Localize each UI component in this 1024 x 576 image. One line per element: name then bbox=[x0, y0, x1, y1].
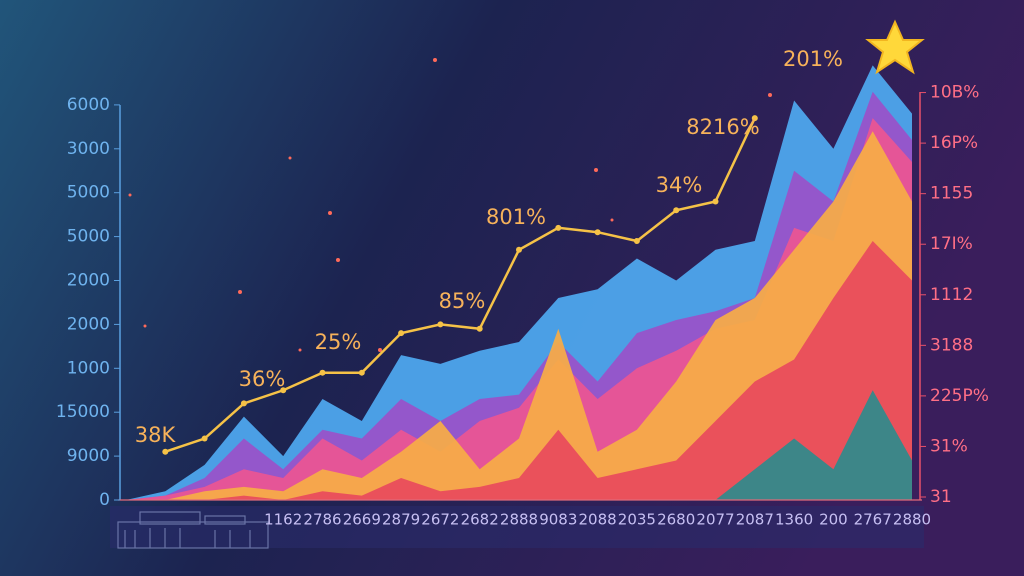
y-tick-label: 15000 bbox=[56, 402, 110, 422]
y2-tick-label: 31 bbox=[930, 487, 952, 507]
y2-tick-label: 17I% bbox=[930, 234, 973, 254]
trend-point bbox=[555, 224, 562, 231]
trend-point bbox=[516, 246, 522, 253]
x-tick-label: 2672 bbox=[421, 511, 459, 529]
area bbox=[126, 131, 912, 501]
trend-point bbox=[712, 198, 719, 205]
trend-point bbox=[398, 330, 405, 337]
y-tick-label: 5000 bbox=[67, 183, 110, 203]
y2-tick-label: 3188 bbox=[930, 335, 973, 355]
building-icon bbox=[117, 511, 269, 549]
areas bbox=[126, 65, 912, 501]
trend-point bbox=[751, 115, 758, 122]
y2-tick-label: 1155 bbox=[930, 184, 973, 204]
annotation: 36% bbox=[239, 367, 286, 391]
x-tick-label: 2077 bbox=[696, 511, 734, 529]
y-tick-label: 2000 bbox=[67, 314, 110, 334]
trend-point bbox=[437, 321, 444, 328]
y-tick-label: 5000 bbox=[67, 227, 110, 247]
trend-point bbox=[633, 237, 640, 244]
trend-point bbox=[280, 387, 287, 394]
x-tick-label: 200 bbox=[819, 511, 848, 529]
x-tick-label: 2682 bbox=[461, 511, 499, 529]
x-tick-label: 2088 bbox=[579, 511, 617, 529]
annotation: 8216% bbox=[686, 115, 759, 139]
y-tick-label: 3000 bbox=[67, 139, 110, 159]
x-tick-label: 1360 bbox=[775, 511, 813, 529]
annotation: 801% bbox=[486, 205, 546, 229]
trend-point bbox=[201, 435, 208, 442]
y2-tick-label: 31% bbox=[930, 436, 968, 456]
trend-point bbox=[319, 369, 326, 376]
y-tick-label: 6000 bbox=[67, 95, 110, 115]
x-tick-label: 2786 bbox=[303, 511, 341, 529]
trend-point bbox=[476, 325, 483, 332]
trend-point bbox=[358, 369, 365, 376]
y2-tick-label: 1112 bbox=[930, 285, 973, 305]
y2-tick-label: 10B% bbox=[930, 83, 979, 103]
x-tick-label: 2767 bbox=[854, 511, 892, 529]
y-tick-label: 2000 bbox=[67, 271, 110, 291]
x-tick-label: 2669 bbox=[343, 511, 381, 529]
x-tick-label: 9083 bbox=[539, 511, 577, 529]
x-tick-label: 2035 bbox=[618, 511, 656, 529]
area bbox=[126, 390, 912, 500]
x-tick-label: 2888 bbox=[500, 511, 538, 529]
x-tick-label: 1162 bbox=[264, 511, 302, 529]
annotation: 38K bbox=[135, 423, 177, 447]
annotation: 85% bbox=[439, 289, 486, 313]
x-tick-label: 2880 bbox=[893, 511, 931, 529]
x-tick-label: 2087 bbox=[736, 511, 774, 529]
trend-line bbox=[164, 117, 756, 453]
y-tick-label: 0 bbox=[99, 490, 110, 510]
trend-point bbox=[594, 229, 601, 236]
x-tick-label: 2879 bbox=[382, 511, 420, 529]
y2-tick-label: 16P% bbox=[930, 133, 978, 153]
y2-tick-label: 225P% bbox=[930, 386, 989, 406]
trend-point bbox=[673, 207, 680, 214]
sparkles bbox=[128, 58, 772, 352]
trend-point bbox=[162, 448, 169, 455]
y-tick-label: 9000 bbox=[67, 446, 110, 466]
x-axis-band bbox=[110, 506, 924, 548]
star bbox=[865, 19, 925, 75]
area bbox=[126, 240, 912, 501]
y-tick-label: 1000 bbox=[67, 358, 110, 378]
annotation: 201% bbox=[783, 47, 843, 71]
annotation: 25% bbox=[315, 330, 362, 354]
trend-point bbox=[240, 400, 247, 407]
annotation: 34% bbox=[656, 173, 703, 197]
x-tick-label: 2680 bbox=[657, 511, 695, 529]
